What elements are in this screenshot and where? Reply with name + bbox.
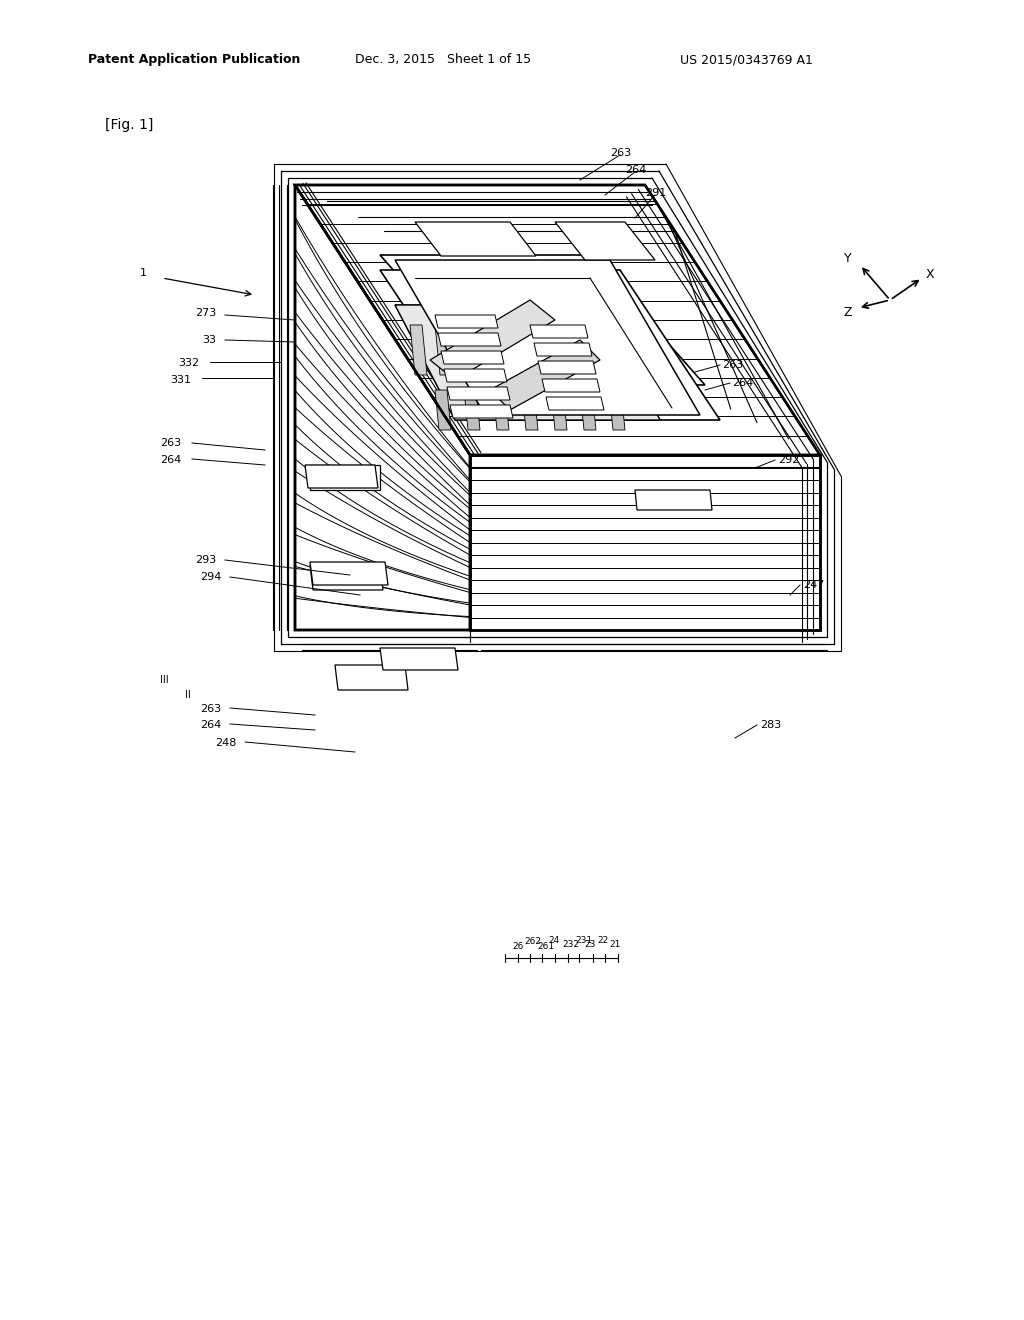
Text: 283: 283 xyxy=(760,719,781,730)
Polygon shape xyxy=(530,325,588,338)
Text: 21: 21 xyxy=(609,940,621,949)
Polygon shape xyxy=(310,562,388,585)
Polygon shape xyxy=(310,465,380,490)
Text: II: II xyxy=(645,378,651,388)
Polygon shape xyxy=(435,315,498,327)
Polygon shape xyxy=(447,387,510,400)
Text: 264: 264 xyxy=(732,378,754,388)
Text: 292: 292 xyxy=(778,455,800,465)
Polygon shape xyxy=(441,351,504,364)
Text: 247: 247 xyxy=(803,579,824,590)
Polygon shape xyxy=(415,222,536,256)
Polygon shape xyxy=(410,325,427,375)
Polygon shape xyxy=(538,360,596,374)
Text: Z: Z xyxy=(844,305,852,318)
Polygon shape xyxy=(305,465,378,488)
Polygon shape xyxy=(485,325,502,375)
Polygon shape xyxy=(609,389,625,430)
Polygon shape xyxy=(522,389,538,430)
Text: 232: 232 xyxy=(562,940,579,949)
Polygon shape xyxy=(535,325,552,375)
Polygon shape xyxy=(534,343,592,356)
Text: 22: 22 xyxy=(597,936,608,945)
Text: 23: 23 xyxy=(584,940,595,949)
Text: 1: 1 xyxy=(140,268,147,279)
Polygon shape xyxy=(395,305,660,420)
Text: 33: 33 xyxy=(202,335,216,345)
Polygon shape xyxy=(438,333,501,346)
Polygon shape xyxy=(295,185,470,630)
Text: 293: 293 xyxy=(195,554,216,565)
Polygon shape xyxy=(490,341,600,411)
Polygon shape xyxy=(464,389,480,430)
Text: 262: 262 xyxy=(524,937,541,946)
Text: 24: 24 xyxy=(548,936,559,945)
Polygon shape xyxy=(635,490,712,510)
Text: III: III xyxy=(626,342,634,352)
Text: US 2015/0343769 A1: US 2015/0343769 A1 xyxy=(680,54,813,66)
Text: [Fig. 1]: [Fig. 1] xyxy=(105,117,154,132)
Polygon shape xyxy=(546,397,604,411)
Text: 331: 331 xyxy=(170,375,191,385)
Polygon shape xyxy=(380,648,458,671)
Polygon shape xyxy=(460,325,477,375)
Polygon shape xyxy=(395,305,660,420)
Text: 263: 263 xyxy=(200,704,221,714)
Text: 261: 261 xyxy=(537,942,554,950)
Polygon shape xyxy=(450,405,513,418)
Polygon shape xyxy=(470,455,820,630)
Polygon shape xyxy=(493,389,509,430)
Text: 248: 248 xyxy=(215,738,237,748)
Polygon shape xyxy=(295,185,820,455)
Text: 263: 263 xyxy=(610,148,631,158)
Polygon shape xyxy=(435,325,452,375)
Polygon shape xyxy=(435,389,451,430)
Polygon shape xyxy=(380,271,720,420)
Text: 231: 231 xyxy=(575,936,592,945)
Text: 264: 264 xyxy=(625,165,646,176)
Text: 291: 291 xyxy=(645,187,667,198)
Text: Dec. 3, 2015   Sheet 1 of 15: Dec. 3, 2015 Sheet 1 of 15 xyxy=(355,54,531,66)
Text: II: II xyxy=(185,690,190,700)
Text: III: III xyxy=(160,675,169,685)
Text: 26: 26 xyxy=(512,942,523,950)
Text: 263: 263 xyxy=(160,438,181,447)
Polygon shape xyxy=(444,370,507,381)
Polygon shape xyxy=(430,300,555,380)
Text: 294: 294 xyxy=(200,572,221,582)
Polygon shape xyxy=(580,389,596,430)
Text: 264: 264 xyxy=(160,455,181,465)
Polygon shape xyxy=(555,222,655,260)
Polygon shape xyxy=(542,379,600,392)
Polygon shape xyxy=(335,665,408,690)
Polygon shape xyxy=(380,255,705,385)
Polygon shape xyxy=(510,325,527,375)
Text: Y: Y xyxy=(844,252,852,264)
Text: 273: 273 xyxy=(195,308,216,318)
Text: 332: 332 xyxy=(178,358,199,368)
Polygon shape xyxy=(310,565,383,590)
Text: X: X xyxy=(926,268,934,281)
Polygon shape xyxy=(395,260,700,414)
Polygon shape xyxy=(585,325,602,375)
Polygon shape xyxy=(551,389,567,430)
Text: 264: 264 xyxy=(200,719,221,730)
Text: Patent Application Publication: Patent Application Publication xyxy=(88,54,300,66)
Text: 263: 263 xyxy=(722,360,743,370)
Polygon shape xyxy=(560,325,577,375)
